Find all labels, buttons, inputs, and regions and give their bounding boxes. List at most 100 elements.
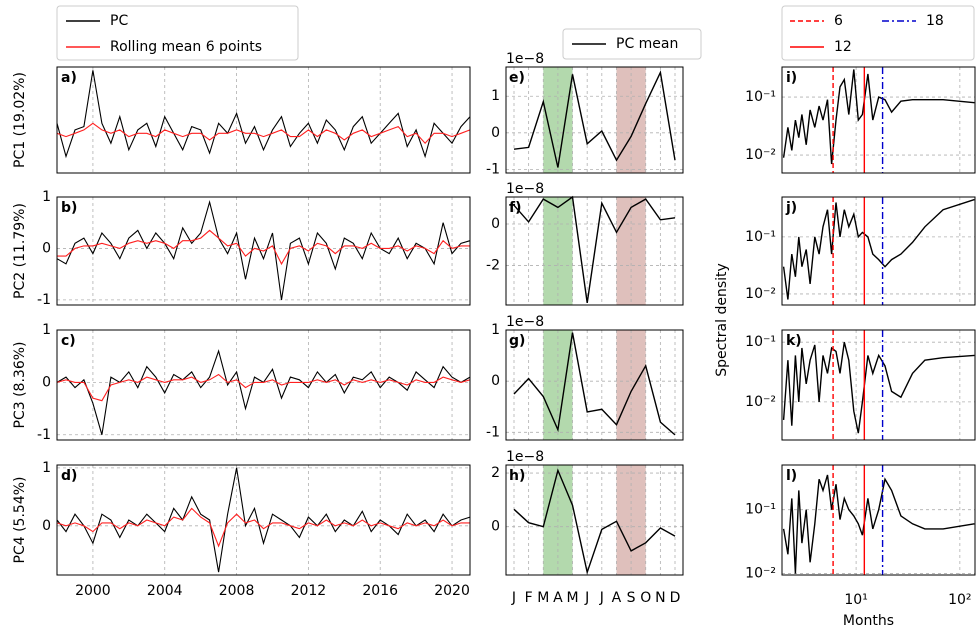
panel-label: a) — [61, 70, 77, 86]
frame — [505, 329, 684, 441]
line — [513, 195, 676, 304]
line — [56, 507, 470, 548]
y-tick-label: 0 — [491, 125, 500, 141]
y-tick-label: 0 — [491, 519, 500, 535]
offset-label: 1e−8 — [506, 449, 544, 465]
panel-label: f) — [509, 200, 522, 216]
panel-label: d) — [61, 468, 77, 484]
x-tick-label: 2020 — [434, 583, 470, 599]
x-tick-label: 2016 — [362, 583, 398, 599]
y-tick-label: -1 — [37, 427, 51, 443]
y-tick-label: 10⁻² — [745, 147, 776, 163]
line — [56, 467, 471, 573]
y-axis-label: PC1 (19.02%) — [12, 72, 28, 168]
frame — [56, 464, 471, 576]
season-shade — [616, 67, 646, 173]
line — [782, 474, 975, 574]
x-tick-label: 10¹ — [844, 592, 867, 608]
x-tick-label: O — [640, 590, 651, 606]
line — [56, 70, 471, 159]
y-tick-label: 1 — [491, 322, 500, 338]
y-tick-label: -1 — [37, 292, 51, 308]
y-tick-label: 0 — [491, 373, 500, 389]
frame — [781, 196, 976, 306]
legend-box — [56, 5, 299, 61]
y-axis-label: PC2 (11.79%) — [12, 203, 28, 299]
x-tick-label: 2000 — [75, 583, 111, 599]
panel-label: k) — [786, 333, 802, 349]
offset-label: 1e−8 — [506, 51, 544, 67]
x-tick-label: M — [566, 590, 578, 606]
x-tick-label: J — [511, 590, 516, 606]
line — [57, 229, 470, 266]
line — [513, 332, 676, 436]
y-tick-label: 1 — [42, 460, 51, 476]
x-tick-label: 10² — [948, 592, 971, 608]
frame — [505, 464, 684, 576]
frame — [505, 66, 684, 174]
y-tick-label: -1 — [486, 161, 500, 177]
y-tick-label: 0 — [42, 374, 51, 390]
x-tick-label: A — [553, 590, 563, 606]
line — [513, 70, 676, 168]
frame — [56, 329, 471, 441]
x-tick-label: 2004 — [147, 583, 183, 599]
panel-label: j) — [785, 200, 797, 216]
x-tick-label: 2012 — [291, 583, 327, 599]
y-tick-label: 0 — [491, 216, 500, 232]
frame — [781, 329, 976, 441]
x-tick-label: F — [525, 590, 533, 606]
y-axis-label: PC3 (8.36%) — [12, 342, 28, 429]
panel-label: c) — [61, 333, 76, 349]
season-shade — [543, 67, 573, 173]
frame — [56, 66, 471, 174]
y-tick-label: 10⁻¹ — [745, 502, 776, 518]
panel-label: b) — [61, 200, 77, 216]
legend-label: 18 — [926, 13, 944, 29]
line — [782, 198, 975, 300]
x-tick-label: N — [655, 590, 665, 606]
legend-label: Rolling mean 6 points — [110, 39, 262, 55]
x-tick-label: S — [627, 590, 636, 606]
y-tick-label: 10⁻² — [745, 394, 776, 410]
frame — [505, 196, 684, 306]
x-tick-label: J — [584, 590, 589, 606]
y-tick-label: 10⁻¹ — [745, 89, 776, 105]
panel-label: i) — [786, 70, 797, 86]
legend-box — [562, 28, 702, 60]
y-tick-label: 10⁻² — [745, 566, 776, 582]
panel-label: h) — [509, 468, 525, 484]
y-tick-label: -2 — [486, 258, 500, 274]
y-tick-label: 0 — [42, 240, 51, 256]
x-tick-label: J — [599, 590, 604, 606]
panel-label: e) — [509, 70, 525, 86]
offset-label: 1e−8 — [506, 181, 544, 197]
legend-box — [781, 5, 975, 61]
y-axis-label: PC4 (5.54%) — [12, 477, 28, 564]
y-tick-label: -1 — [486, 424, 500, 440]
panel-label: g) — [509, 333, 525, 349]
frame — [781, 464, 976, 576]
legend-label: PC — [110, 13, 128, 29]
y-tick-label: 10⁻¹ — [745, 334, 776, 350]
legend-label: 6 — [834, 13, 843, 29]
x-axis-label: Months — [843, 613, 894, 629]
panel-label: l) — [786, 468, 797, 484]
line — [782, 342, 975, 434]
y-tick-label: 1 — [491, 88, 500, 104]
frame — [781, 66, 976, 174]
y-tick-label: 10⁻¹ — [745, 229, 776, 245]
line — [513, 468, 676, 575]
y-tick-label: 1 — [42, 322, 51, 338]
line — [56, 122, 471, 145]
y-tick-label: 1 — [42, 189, 51, 205]
line — [56, 349, 471, 435]
frame — [56, 196, 471, 306]
y-tick-label: 10⁻² — [745, 286, 776, 302]
x-tick-label: 2008 — [219, 583, 255, 599]
offset-label: 1e−8 — [506, 314, 544, 330]
line — [782, 69, 975, 165]
y-tick-label: 0 — [42, 518, 51, 534]
x-tick-label: D — [670, 590, 681, 606]
